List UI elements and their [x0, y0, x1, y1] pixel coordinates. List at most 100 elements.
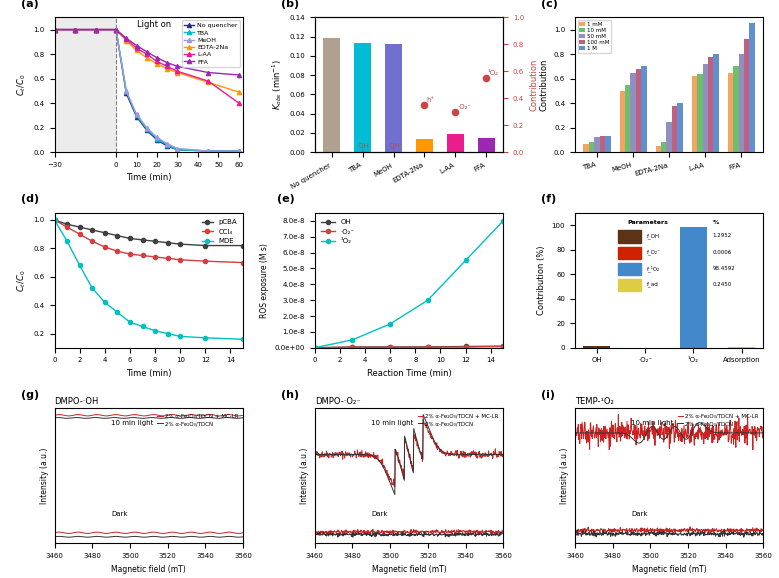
Text: %: %	[713, 220, 719, 225]
Line: 2% α-Fe₂O₃/TDCN + MC-LR: 2% α-Fe₂O₃/TDCN + MC-LR	[315, 420, 503, 487]
No quencher	[111, 26, 121, 33]
2% α-Fe₂O₃/TDCN + MC-LR	[570, 425, 580, 432]
¹O₂	[499, 217, 508, 224]
Text: 98.4592: 98.4592	[713, 266, 735, 271]
CCl₄	[201, 258, 210, 265]
No quencher	[91, 26, 100, 33]
pCBA	[163, 239, 172, 246]
MeOH	[50, 26, 59, 33]
Bar	[714, 54, 719, 152]
L-AA	[122, 36, 131, 43]
2% α-Fe₂O₃/TDCN	[634, 440, 643, 447]
OH	[310, 344, 319, 351]
FFA	[234, 72, 244, 79]
Line: 2% α-Fe₂O₃/TDCN + MC-LR: 2% α-Fe₂O₃/TDCN + MC-LR	[55, 414, 243, 416]
EDTA-2Na	[111, 26, 121, 33]
X-axis label: Reaction Time (min): Reaction Time (min)	[367, 369, 451, 378]
Bar	[583, 346, 610, 348]
Line: ¹O₂: ¹O₂	[312, 218, 506, 350]
CCl₄	[87, 238, 97, 244]
EDTA-2Na	[91, 26, 100, 33]
Legend: No quencher, TBA, MeOH, EDTA-2Na, L-AA, FFA: No quencher, TBA, MeOH, EDTA-2Na, L-AA, …	[182, 20, 240, 67]
TBA	[163, 142, 172, 149]
Line: 2% α-Fe₂O₃/TDCN: 2% α-Fe₂O₃/TDCN	[575, 423, 763, 443]
Bar	[733, 66, 738, 152]
MeOH	[173, 145, 182, 152]
MeOH	[142, 124, 151, 131]
pCBA	[100, 229, 110, 236]
MDE	[50, 217, 59, 224]
CCl₄	[113, 248, 122, 255]
OH	[461, 343, 471, 350]
2% α-Fe₂O₃/TDCN + MC-LR	[310, 450, 319, 457]
MeOH	[234, 147, 244, 154]
X-axis label: Magnetic field (mT): Magnetic field (mT)	[632, 565, 707, 573]
2% α-Fe₂O₃/TDCN	[234, 415, 244, 422]
Text: Dark: Dark	[111, 512, 128, 517]
2% α-Fe₂O₃/TDCN + MC-LR	[401, 439, 411, 446]
2% α-Fe₂O₃/TDCN + MC-LR	[139, 413, 149, 420]
2% α-Fe₂O₃/TDCN + MC-LR	[672, 420, 682, 427]
FFA	[153, 54, 162, 61]
Point	[449, 107, 461, 116]
TBA	[50, 26, 59, 33]
Text: 0.2450: 0.2450	[713, 282, 731, 287]
2% α-Fe₂O₃/TDCN + MC-LR	[748, 446, 757, 453]
EDTA-2Na	[122, 37, 131, 44]
pCBA	[75, 224, 84, 231]
2% α-Fe₂O₃/TDCN + MC-LR	[418, 416, 428, 423]
2% α-Fe₂O₃/TDCN	[570, 429, 580, 436]
Text: DMPO-·O₂⁻: DMPO-·O₂⁻	[315, 397, 361, 406]
2% α-Fe₂O₃/TDCN	[401, 437, 411, 444]
Bar	[600, 136, 605, 152]
Bar	[619, 231, 641, 243]
MDE	[150, 327, 160, 334]
2% α-Fe₂O₃/TDCN	[495, 451, 504, 458]
CCl₄	[150, 253, 160, 260]
pCBA	[150, 238, 160, 244]
¹O₂	[386, 320, 395, 327]
Line: CCl₄: CCl₄	[52, 218, 245, 265]
CCl₄	[175, 256, 185, 263]
TBA	[132, 112, 141, 119]
X-axis label: Magnetic field (mT): Magnetic field (mT)	[372, 565, 446, 573]
Bar	[703, 64, 708, 152]
Legend: 2% α-Fe₂O₃/TDCN + MC-LR, 2% α-Fe₂O₃/TDCN: 2% α-Fe₂O₃/TDCN + MC-LR, 2% α-Fe₂O₃/TDCN	[415, 411, 500, 428]
Text: (i): (i)	[541, 390, 555, 399]
Bar	[619, 247, 641, 259]
2% α-Fe₂O₃/TDCN	[412, 438, 421, 444]
MDE	[238, 336, 248, 343]
OH	[347, 343, 357, 350]
Text: f_O₂⁻: f_O₂⁻	[647, 249, 661, 255]
2% α-Fe₂O₃/TDCN	[390, 491, 400, 498]
Bar	[641, 66, 647, 152]
Bar	[656, 146, 661, 152]
EDTA-2Na	[70, 26, 79, 33]
EDTA-2Na	[173, 69, 182, 76]
2% α-Fe₂O₃/TDCN	[660, 435, 669, 442]
MeOH	[132, 111, 141, 118]
X-axis label: Time (min): Time (min)	[126, 369, 171, 378]
L-AA	[132, 45, 141, 51]
Bar	[625, 85, 630, 152]
¹O₂	[347, 336, 357, 343]
No quencher	[70, 26, 79, 33]
CCl₄	[50, 217, 59, 224]
2% α-Fe₂O₃/TDCN + MC-LR	[149, 411, 158, 418]
2% α-Fe₂O₃/TDCN	[238, 414, 248, 421]
Text: Light on: Light on	[136, 20, 171, 29]
Bar	[589, 142, 594, 152]
Bar	[728, 72, 733, 152]
2% α-Fe₂O₃/TDCN + MC-LR	[499, 454, 508, 461]
CCl₄	[75, 231, 84, 238]
Text: f_OH: f_OH	[647, 233, 660, 239]
Y-axis label: Contribution: Contribution	[539, 58, 548, 111]
Bar	[55, 17, 116, 152]
2% α-Fe₂O₃/TDCN	[400, 432, 409, 439]
L-AA	[173, 68, 182, 75]
Text: 10 min light: 10 min light	[111, 420, 153, 425]
Bar	[619, 263, 641, 275]
2% α-Fe₂O₃/TDCN + MC-LR	[423, 425, 432, 432]
2% α-Fe₂O₃/TDCN	[672, 424, 682, 431]
Text: f_¹O₂: f_¹O₂	[647, 265, 660, 272]
